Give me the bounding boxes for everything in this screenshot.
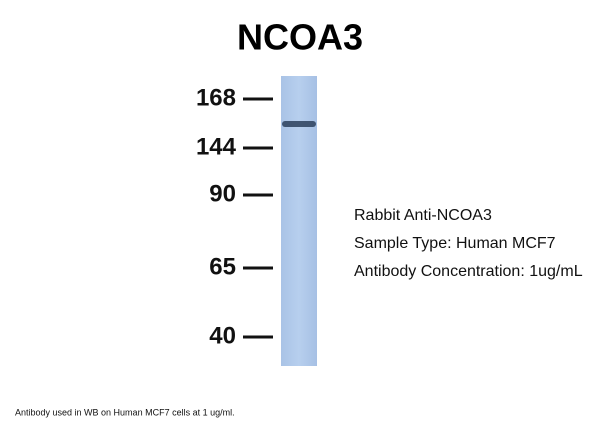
info-line: Rabbit Anti-NCOA3 — [354, 207, 492, 224]
blot-title: NCOA3 — [237, 17, 363, 58]
marker-label: 90 — [209, 180, 236, 207]
caption: Antibody used in WB on Human MCF7 cells … — [15, 407, 235, 417]
marker-ladder: 168 144 90 65 40 — [196, 84, 273, 349]
blot-lane — [281, 76, 317, 366]
info-line: Sample Type: Human MCF7 — [354, 235, 556, 252]
sample-info: Rabbit Anti-NCOA3 Sample Type: Human MCF7… — [354, 207, 583, 280]
marker-label: 144 — [196, 133, 237, 160]
info-line: Antibody Concentration: 1ug/mL — [354, 263, 583, 280]
marker-label: 65 — [209, 253, 236, 280]
marker-label: 40 — [209, 322, 236, 349]
protein-band — [282, 121, 316, 127]
marker-label: 168 — [196, 84, 236, 111]
